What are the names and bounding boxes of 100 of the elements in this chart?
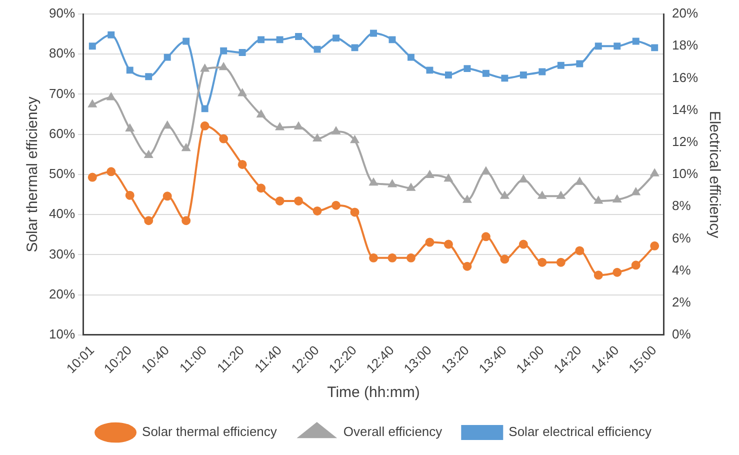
y2-tick-label: 0% [672, 326, 692, 342]
point [444, 174, 452, 182]
x-axis-title: Time (hh:mm) [327, 384, 420, 402]
point [144, 216, 154, 226]
point [219, 134, 228, 144]
y-tick-label: 50% [48, 166, 76, 182]
point [238, 160, 247, 169]
point [482, 70, 490, 77]
point [538, 68, 546, 76]
point [201, 105, 208, 112]
point [556, 258, 566, 267]
point [294, 196, 304, 206]
legend-label: Solar electrical efficiency [508, 424, 652, 440]
y2-tick-label: 2% [672, 294, 692, 310]
point [576, 60, 584, 68]
point [182, 38, 190, 45]
point [518, 240, 528, 249]
point [108, 31, 115, 38]
point [145, 73, 152, 80]
point [482, 167, 490, 174]
point [312, 206, 322, 216]
point [88, 172, 97, 182]
point [369, 178, 378, 186]
point [388, 180, 396, 188]
point [294, 122, 303, 130]
point [612, 268, 622, 277]
point [520, 72, 527, 78]
point [350, 136, 359, 144]
point [594, 42, 602, 50]
point [557, 62, 564, 69]
point [594, 270, 603, 280]
point [163, 121, 172, 129]
point [350, 208, 360, 217]
point [463, 196, 472, 203]
y2-tick-label: 18% [672, 38, 698, 53]
point [444, 240, 453, 249]
point [426, 170, 434, 178]
y-tick-label: 40% [48, 206, 76, 222]
point [332, 34, 340, 42]
point [88, 100, 96, 108]
point [388, 36, 396, 44]
point [276, 123, 284, 130]
point [388, 253, 397, 262]
point [632, 38, 640, 45]
point [238, 49, 246, 56]
y2-tick-label: 14% [672, 102, 698, 117]
legend-label: Solar thermal efficiency [142, 424, 278, 440]
point [126, 66, 134, 74]
y-tick-label: 80% [48, 46, 76, 61]
point [200, 64, 209, 72]
point [651, 44, 658, 52]
point [575, 246, 584, 256]
point [408, 54, 414, 61]
point [462, 262, 472, 271]
point [500, 254, 510, 264]
point [313, 134, 322, 142]
point [276, 36, 284, 44]
point [632, 188, 640, 196]
point [258, 36, 265, 44]
point [125, 190, 134, 200]
point [650, 241, 660, 250]
y2-tick-label: 6% [672, 230, 692, 246]
point [164, 54, 171, 61]
y2-tick-label: 20% [672, 6, 698, 21]
y2-tick-label: 4% [672, 262, 692, 278]
point [538, 192, 546, 199]
y-tick-label: 70% [48, 86, 76, 101]
point [200, 121, 210, 130]
point [106, 167, 116, 176]
point [314, 46, 321, 53]
point [425, 238, 434, 247]
y-tick-label: 90% [48, 6, 76, 21]
point [238, 88, 246, 96]
y-tick-label: 30% [48, 246, 76, 262]
point [576, 178, 584, 185]
y2-tick-label: 8% [672, 198, 692, 214]
point [88, 42, 96, 50]
point [351, 44, 358, 52]
point [614, 42, 621, 50]
point [464, 65, 471, 72]
point [406, 253, 416, 262]
point [107, 92, 116, 100]
y-tick-label: 20% [48, 286, 76, 302]
point [332, 200, 341, 210]
point [332, 127, 340, 134]
y-tick-label: 60% [48, 126, 76, 141]
point [519, 175, 528, 182]
point [182, 144, 190, 152]
point [444, 72, 452, 78]
y-axis-title: Solar thermal efficiency [24, 96, 42, 252]
point [144, 150, 153, 158]
point [370, 30, 377, 37]
y2-axis-title: Electrical efficiency [706, 110, 723, 239]
point [406, 184, 416, 191]
y2-tick-label: 16% [672, 70, 698, 85]
point [369, 253, 378, 262]
point [613, 195, 622, 203]
point [481, 232, 490, 242]
legend-label: Overall efficiency [343, 424, 443, 440]
point [538, 258, 547, 267]
